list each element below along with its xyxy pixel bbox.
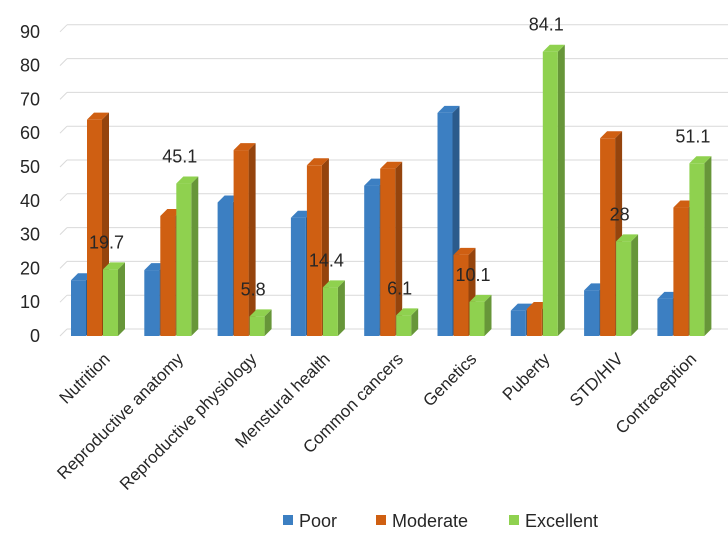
data-label: 5.8 — [241, 279, 266, 299]
y-tick-label: 40 — [20, 191, 40, 211]
bar-excellent-8 — [616, 234, 639, 336]
gridline-side — [59, 125, 68, 134]
bar-excellent-2 — [176, 176, 199, 336]
bar-moderate-3 — [233, 143, 256, 336]
legend-label: Moderate — [392, 511, 468, 531]
gridline-side — [59, 24, 68, 33]
y-tick-label: 20 — [20, 258, 40, 278]
y-tick-label: 50 — [20, 157, 40, 177]
y-tick-label: 10 — [20, 292, 40, 312]
bar-excellent-7 — [542, 44, 565, 336]
y-tick-label: 70 — [20, 89, 40, 109]
gridline-side — [59, 159, 68, 168]
x-tick-label: Genetics — [419, 349, 480, 410]
y-tick-label: 90 — [20, 22, 40, 42]
bar-excellent-9 — [689, 156, 712, 336]
y-tick-label: 60 — [20, 123, 40, 143]
x-tick-label: STD/HIV — [566, 349, 627, 410]
gridline-side — [59, 294, 68, 303]
x-tick-label: Reproductive physiology — [116, 349, 261, 494]
gridline-side — [59, 261, 68, 269]
data-label: 51.1 — [675, 126, 710, 146]
legend-label: Poor — [299, 511, 337, 531]
bar-excellent-3 — [249, 309, 272, 336]
data-label: 6.1 — [387, 278, 412, 298]
gridline-side — [59, 58, 68, 66]
gridline-side — [59, 328, 68, 337]
y-tick-label: 0 — [30, 326, 40, 346]
data-label: 84.1 — [529, 15, 564, 35]
y-tick-label: 30 — [20, 225, 40, 245]
legend-swatch — [376, 515, 386, 525]
data-label: 28 — [610, 204, 630, 224]
x-tick-label: Puberty — [499, 349, 554, 404]
y-axis: 0 10 20 30 40 50 60 70 80 90 — [20, 22, 40, 346]
gridline-side — [59, 227, 68, 235]
gridline-side — [59, 92, 68, 100]
bars — [71, 44, 712, 337]
bar-excellent-6 — [469, 294, 492, 336]
legend: Poor Moderate Excellent — [283, 511, 598, 531]
data-labels: 19.7 45.1 5.8 14.4 6.1 10.1 84.1 28 51.1 — [89, 15, 710, 300]
data-label: 19.7 — [89, 232, 124, 252]
gridline-side — [59, 193, 68, 202]
bar-excellent-1 — [103, 262, 125, 336]
legend-label: Excellent — [525, 511, 598, 531]
data-label: 10.1 — [455, 265, 490, 285]
x-tick-label: Reproductive anatomy — [53, 349, 187, 483]
data-label: 14.4 — [309, 250, 344, 270]
y-tick-label: 80 — [20, 56, 40, 76]
bar-excellent-4 — [322, 280, 345, 336]
legend-item-poor: Poor — [283, 511, 337, 531]
legend-item-moderate: Moderate — [376, 511, 468, 531]
bar-excellent-5 — [396, 308, 419, 336]
legend-swatch — [509, 515, 519, 525]
bar-moderate-5 — [380, 161, 403, 336]
x-tick-label: Nutrition — [56, 349, 114, 407]
legend-item-excellent: Excellent — [509, 511, 598, 531]
data-label: 45.1 — [162, 147, 197, 167]
legend-swatch — [283, 515, 293, 525]
